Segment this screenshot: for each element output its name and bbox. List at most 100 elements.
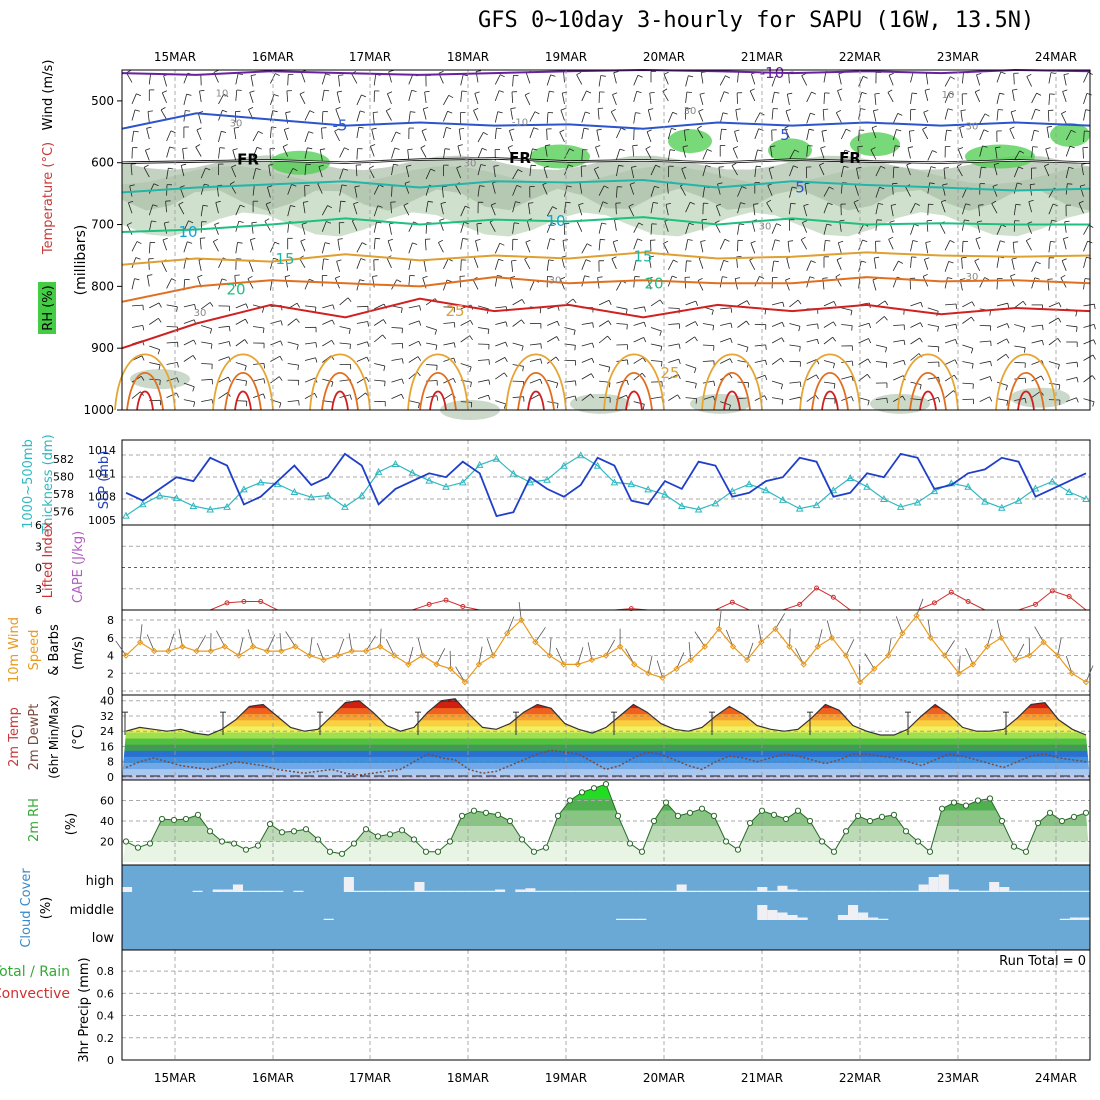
wind-barb: [235, 318, 246, 325]
slp-line: [125, 452, 1087, 518]
wind-barb-flag: [1062, 89, 1068, 92]
wind-barb: [647, 655, 653, 674]
wind-speed-point: [885, 652, 892, 659]
wind-barb: [336, 261, 340, 272]
wind-barb: [473, 257, 479, 268]
wind-barb-flag: [889, 220, 895, 223]
wind-barb: [581, 393, 591, 401]
wind-barb: [391, 185, 393, 197]
wind-barb-flag: [851, 360, 854, 367]
wind-barb-flag: [430, 168, 436, 172]
wind-barb: [633, 401, 645, 405]
wind-barb-flag: [637, 238, 643, 241]
wind-barb: [856, 168, 859, 180]
wind-barb-flag: [483, 132, 488, 136]
y-tick-label: 600: [91, 156, 114, 170]
wind-barb: [512, 299, 523, 306]
wind-barb: [772, 397, 783, 400]
cloud-high-bar: [535, 890, 546, 892]
wind-barb-flag: [958, 147, 964, 150]
wind-barb: [806, 359, 818, 364]
temp-tick-label: 8: [107, 756, 114, 769]
cloud-high-bar: [817, 890, 828, 892]
wind-barb-flag: [682, 145, 688, 148]
wind-barb: [252, 131, 259, 142]
wind-barb: [559, 131, 565, 143]
wind-barb-flag: [372, 275, 378, 277]
wind-barb-flag: [873, 109, 879, 112]
wind-barb: [564, 327, 576, 331]
wind-barb: [766, 202, 773, 213]
wind-barb-flag: [1063, 73, 1069, 75]
wind-barb: [546, 91, 550, 102]
wind-barb-flag: [728, 405, 731, 411]
wind-barb-flag: [878, 203, 884, 205]
wind-barb-flag: [955, 339, 958, 345]
wind-barb-flag: [407, 148, 413, 150]
wind-barb-flag: [1057, 364, 1060, 370]
wind-barb: [547, 320, 558, 326]
wind-barb-flag: [867, 400, 870, 406]
wind-speed-point: [927, 634, 934, 641]
wind-barb: [725, 629, 734, 647]
wind-barb-flag: [550, 74, 556, 77]
wind-barb-flag: [912, 240, 918, 242]
wind-barb: [477, 164, 482, 176]
wind-barb: [702, 186, 705, 198]
wind-barb-flag: [608, 367, 611, 373]
wind-barb-flag: [998, 109, 1004, 111]
wind-barb: [372, 276, 375, 288]
wind-barb: [667, 149, 671, 161]
wind-barb-flag: [923, 273, 928, 277]
wind-barb: [732, 148, 738, 159]
wind-barb-flag: [444, 148, 450, 150]
wind-barb: [139, 624, 143, 643]
cloud-high-bar: [343, 877, 354, 892]
slp-tick-label: 1005: [88, 514, 116, 527]
wind-barb: [460, 259, 462, 271]
wind-barb: [424, 91, 427, 103]
ylabel-rh-pct: (%): [64, 813, 79, 836]
wind-barb: [544, 145, 548, 157]
wind-speed-point: [263, 647, 271, 655]
wind-barb: [991, 203, 998, 214]
wind-barb-flag: [331, 381, 334, 387]
wind-barb: [524, 94, 531, 106]
wind-barb: [287, 318, 297, 326]
wind-barb: [373, 221, 377, 233]
wind-barb: [460, 74, 464, 86]
wind-barb: [806, 129, 810, 141]
wind-barb: [1031, 390, 1041, 398]
wind-barb: [509, 130, 513, 142]
cloud-high-bar: [394, 890, 405, 892]
wind-barb-flag: [420, 145, 426, 149]
wind-barb: [823, 240, 826, 252]
wind-barb-flag: [833, 383, 836, 389]
wind-barb: [820, 147, 825, 159]
wind-barb: [196, 129, 202, 141]
wind-barb: [147, 275, 150, 287]
contour-label: 25: [660, 364, 679, 382]
wind-barb: [826, 620, 833, 638]
wind-barb: [235, 303, 247, 309]
cloud-high-bar: [464, 890, 475, 892]
wind-barb: [529, 165, 532, 177]
wind-barb-flag: [533, 127, 539, 130]
rh2m-point: [482, 809, 490, 816]
wind-barb-flag: [367, 321, 369, 327]
wind-barb: [356, 258, 362, 269]
wind-barb-flag: [160, 107, 166, 111]
wind-barb-flag: [800, 236, 806, 241]
page-title: GFS 0~10day 3-hourly for SAPU (16W, 13.5…: [478, 8, 1035, 33]
wind-barb: [581, 342, 593, 347]
wind-barb-flag: [1069, 145, 1075, 149]
wind-barb: [321, 258, 324, 270]
wind-barb: [201, 378, 213, 381]
wind-barb: [771, 380, 783, 385]
wind-barb-flag: [648, 108, 654, 111]
wind-barb: [408, 340, 419, 347]
wind-barb-flag: [642, 357, 647, 363]
wind-barb-flag: [309, 278, 315, 282]
wind-barb: [443, 393, 453, 400]
thickness-point: [172, 494, 181, 502]
